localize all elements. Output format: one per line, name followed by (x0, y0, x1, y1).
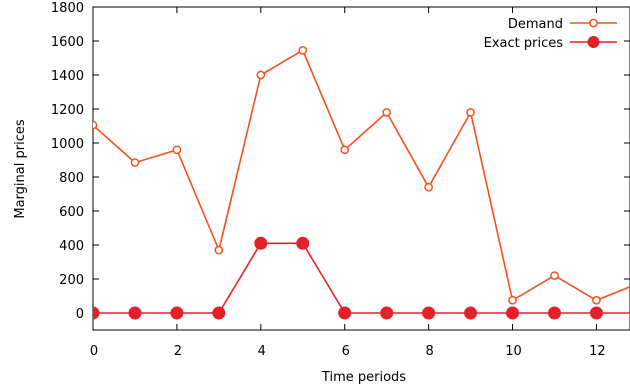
y-tick-label: 1200 (51, 103, 84, 118)
point-demand (466, 108, 475, 117)
y-tick-label: 1000 (51, 137, 84, 152)
legend-label-exact-prices: Exact prices (484, 36, 564, 51)
point-exact-prices (380, 306, 394, 320)
y-tick-label: 200 (59, 273, 84, 288)
point-demand (298, 46, 308, 55)
legend-label-demand: Demand (508, 17, 563, 32)
point-demand (550, 271, 559, 280)
point-demand (424, 182, 433, 192)
point-demand (172, 145, 182, 155)
point-demand (340, 145, 350, 155)
series-line-demand (93, 49, 630, 302)
point-exact-prices (422, 306, 436, 320)
y-tick-label: 1400 (51, 69, 84, 84)
point-exact-prices (93, 306, 100, 320)
point-demand (592, 295, 601, 305)
x-tick-label: 0 (90, 344, 98, 359)
plot-frame (92, 6, 630, 331)
point-exact-prices (338, 306, 352, 320)
x-tick-label: 8 (425, 344, 433, 359)
point-demand (256, 70, 266, 80)
y-tick-label: 400 (59, 239, 84, 254)
y-axis-label: Marginal prices (13, 119, 28, 218)
x-tick-label: 6 (342, 344, 350, 359)
point-demand (382, 108, 392, 117)
point-exact-prices (170, 306, 184, 320)
x-tick-label: 10 (505, 344, 522, 359)
point-demand (508, 295, 517, 305)
point-exact-prices (589, 306, 603, 320)
point-demand (93, 120, 98, 130)
x-tick-label: 12 (589, 344, 606, 359)
point-exact-prices (464, 306, 478, 320)
legend-marker-exact-prices (587, 36, 600, 48)
point-demand (214, 245, 224, 255)
y-tick-label: 0 (76, 307, 84, 322)
point-exact-prices (296, 236, 310, 250)
point-exact-prices (547, 306, 561, 320)
y-tick-label: 800 (59, 171, 84, 186)
point-demand (130, 158, 140, 167)
series-line-exact-prices (93, 242, 630, 314)
x-axis-label: Time periods (321, 370, 406, 385)
legend-marker-demand (589, 18, 598, 28)
x-tick-label: 4 (258, 344, 266, 359)
y-tick-label: 600 (59, 205, 84, 220)
x-tick-label: 2 (174, 344, 182, 359)
point-exact-prices (128, 306, 142, 320)
point-exact-prices (254, 236, 268, 250)
y-tick-label: 1600 (51, 35, 84, 50)
point-exact-prices (506, 306, 520, 320)
point-exact-prices (212, 306, 226, 320)
y-tick-label: 1800 (51, 1, 84, 16)
